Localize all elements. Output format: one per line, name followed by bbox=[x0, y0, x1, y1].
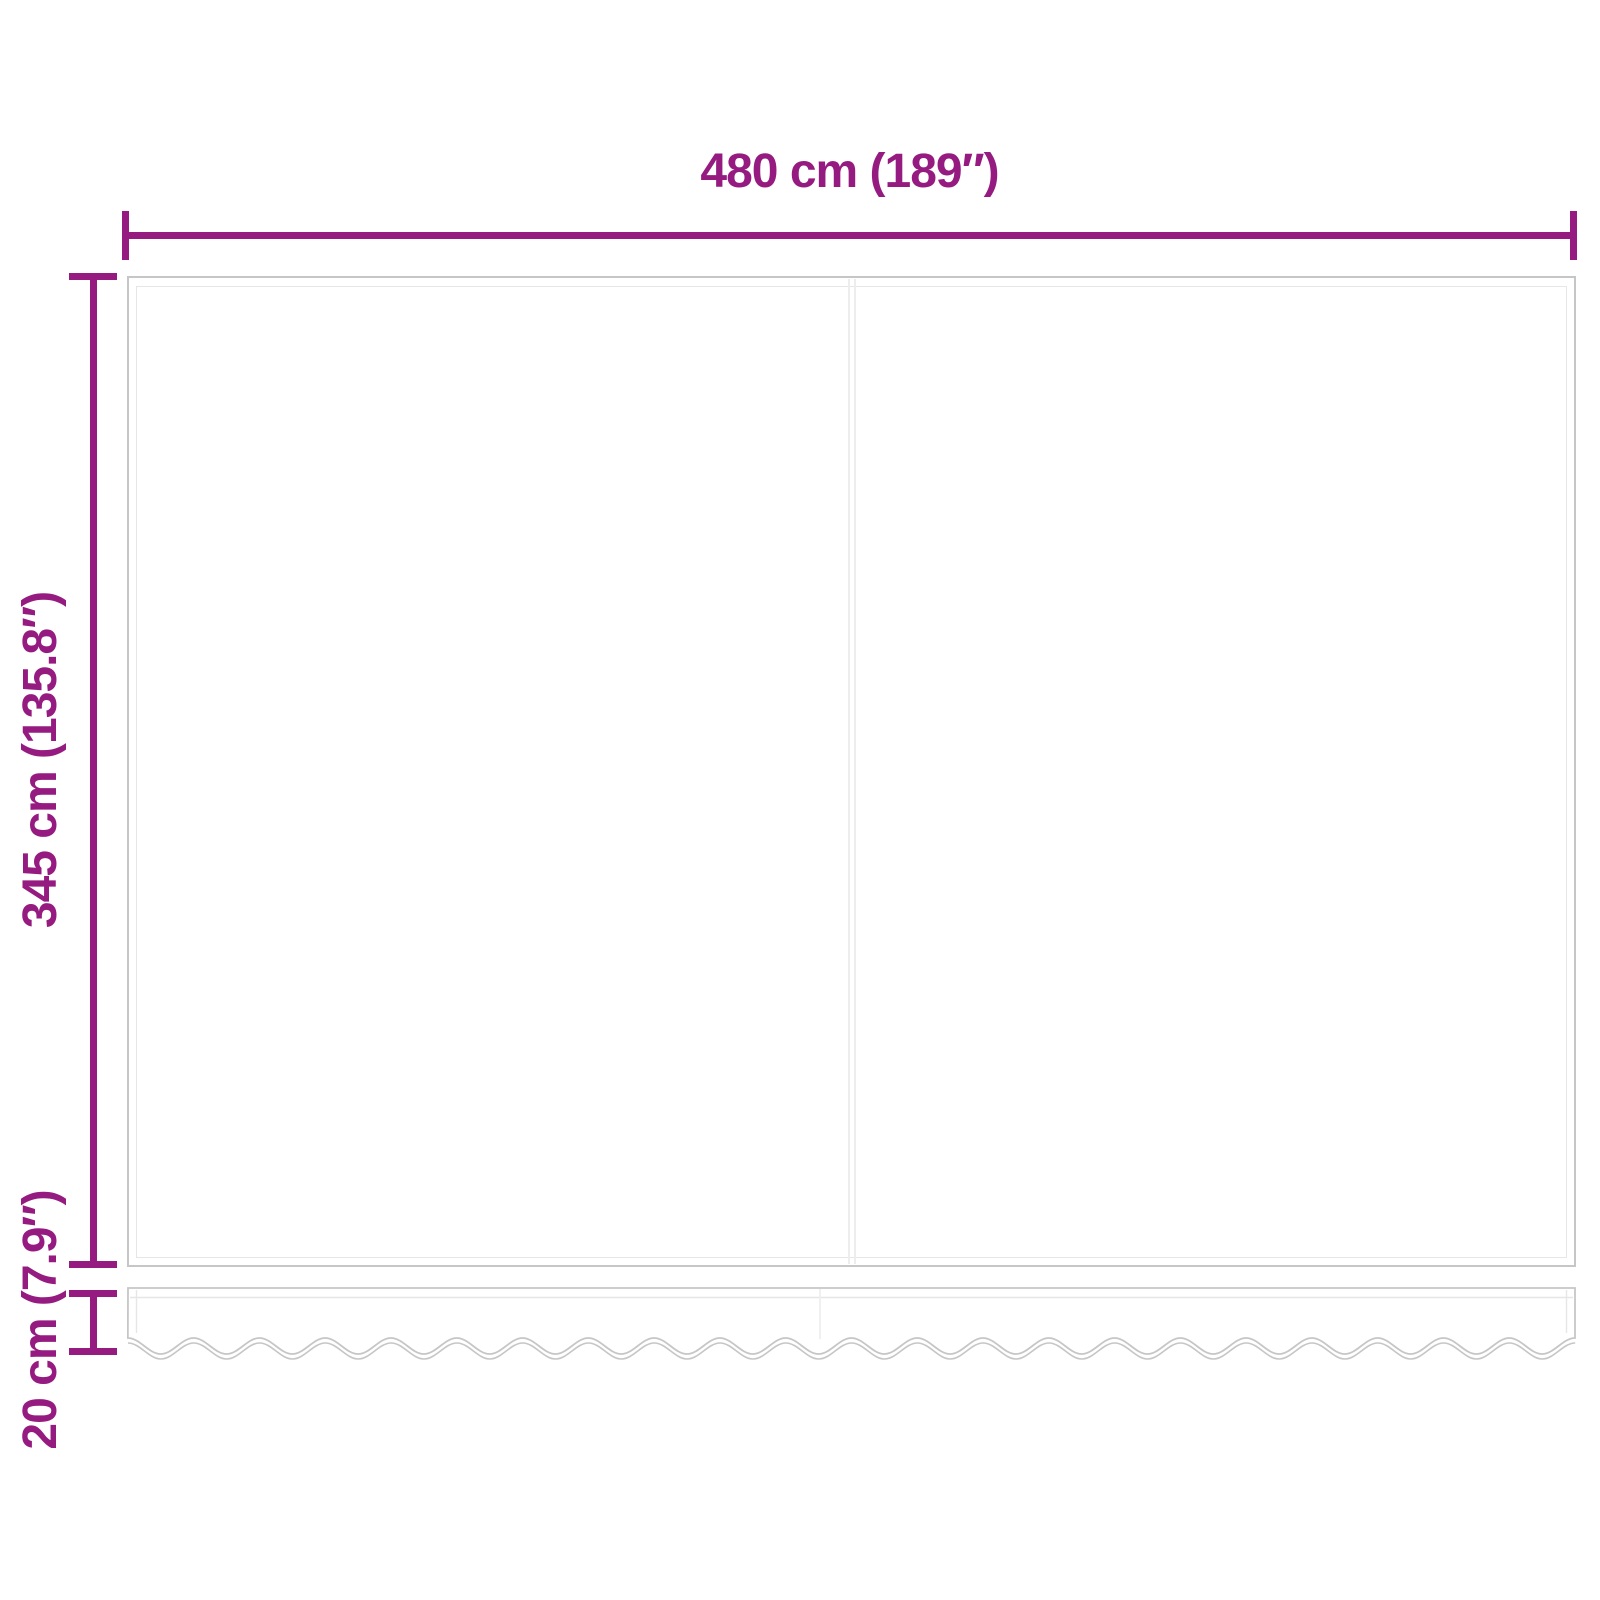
height-dimension-line bbox=[69, 273, 117, 1268]
valance-outline bbox=[127, 1287, 1576, 1355]
fabric-center-seam-right-line bbox=[854, 279, 856, 1264]
valance-dimension-bar bbox=[90, 1290, 97, 1355]
valance-scallop-inner-line bbox=[127, 1342, 1576, 1360]
width-dimension-label: 480 cm (189″) bbox=[700, 145, 999, 198]
valance-dimension-bottom-tick bbox=[69, 1348, 117, 1355]
height-dimension-bar bbox=[90, 273, 97, 1268]
valance-dimension-line bbox=[69, 1290, 117, 1355]
awning-fabric-panel bbox=[127, 276, 1576, 1267]
width-dimension-bar bbox=[122, 232, 1577, 239]
width-dimension-right-tick bbox=[1570, 211, 1577, 260]
height-dimension-bottom-tick bbox=[69, 1261, 117, 1268]
fabric-hem-stitch-line bbox=[136, 286, 1567, 1258]
fabric-center-seam-left-line bbox=[848, 279, 850, 1264]
valance-strip bbox=[127, 1287, 1576, 1360]
valance-dimension-label: 20 cm (7.9″) bbox=[14, 1190, 67, 1450]
width-dimension-line bbox=[122, 211, 1577, 260]
height-dimension-label: 345 cm (135.8″) bbox=[14, 591, 67, 929]
